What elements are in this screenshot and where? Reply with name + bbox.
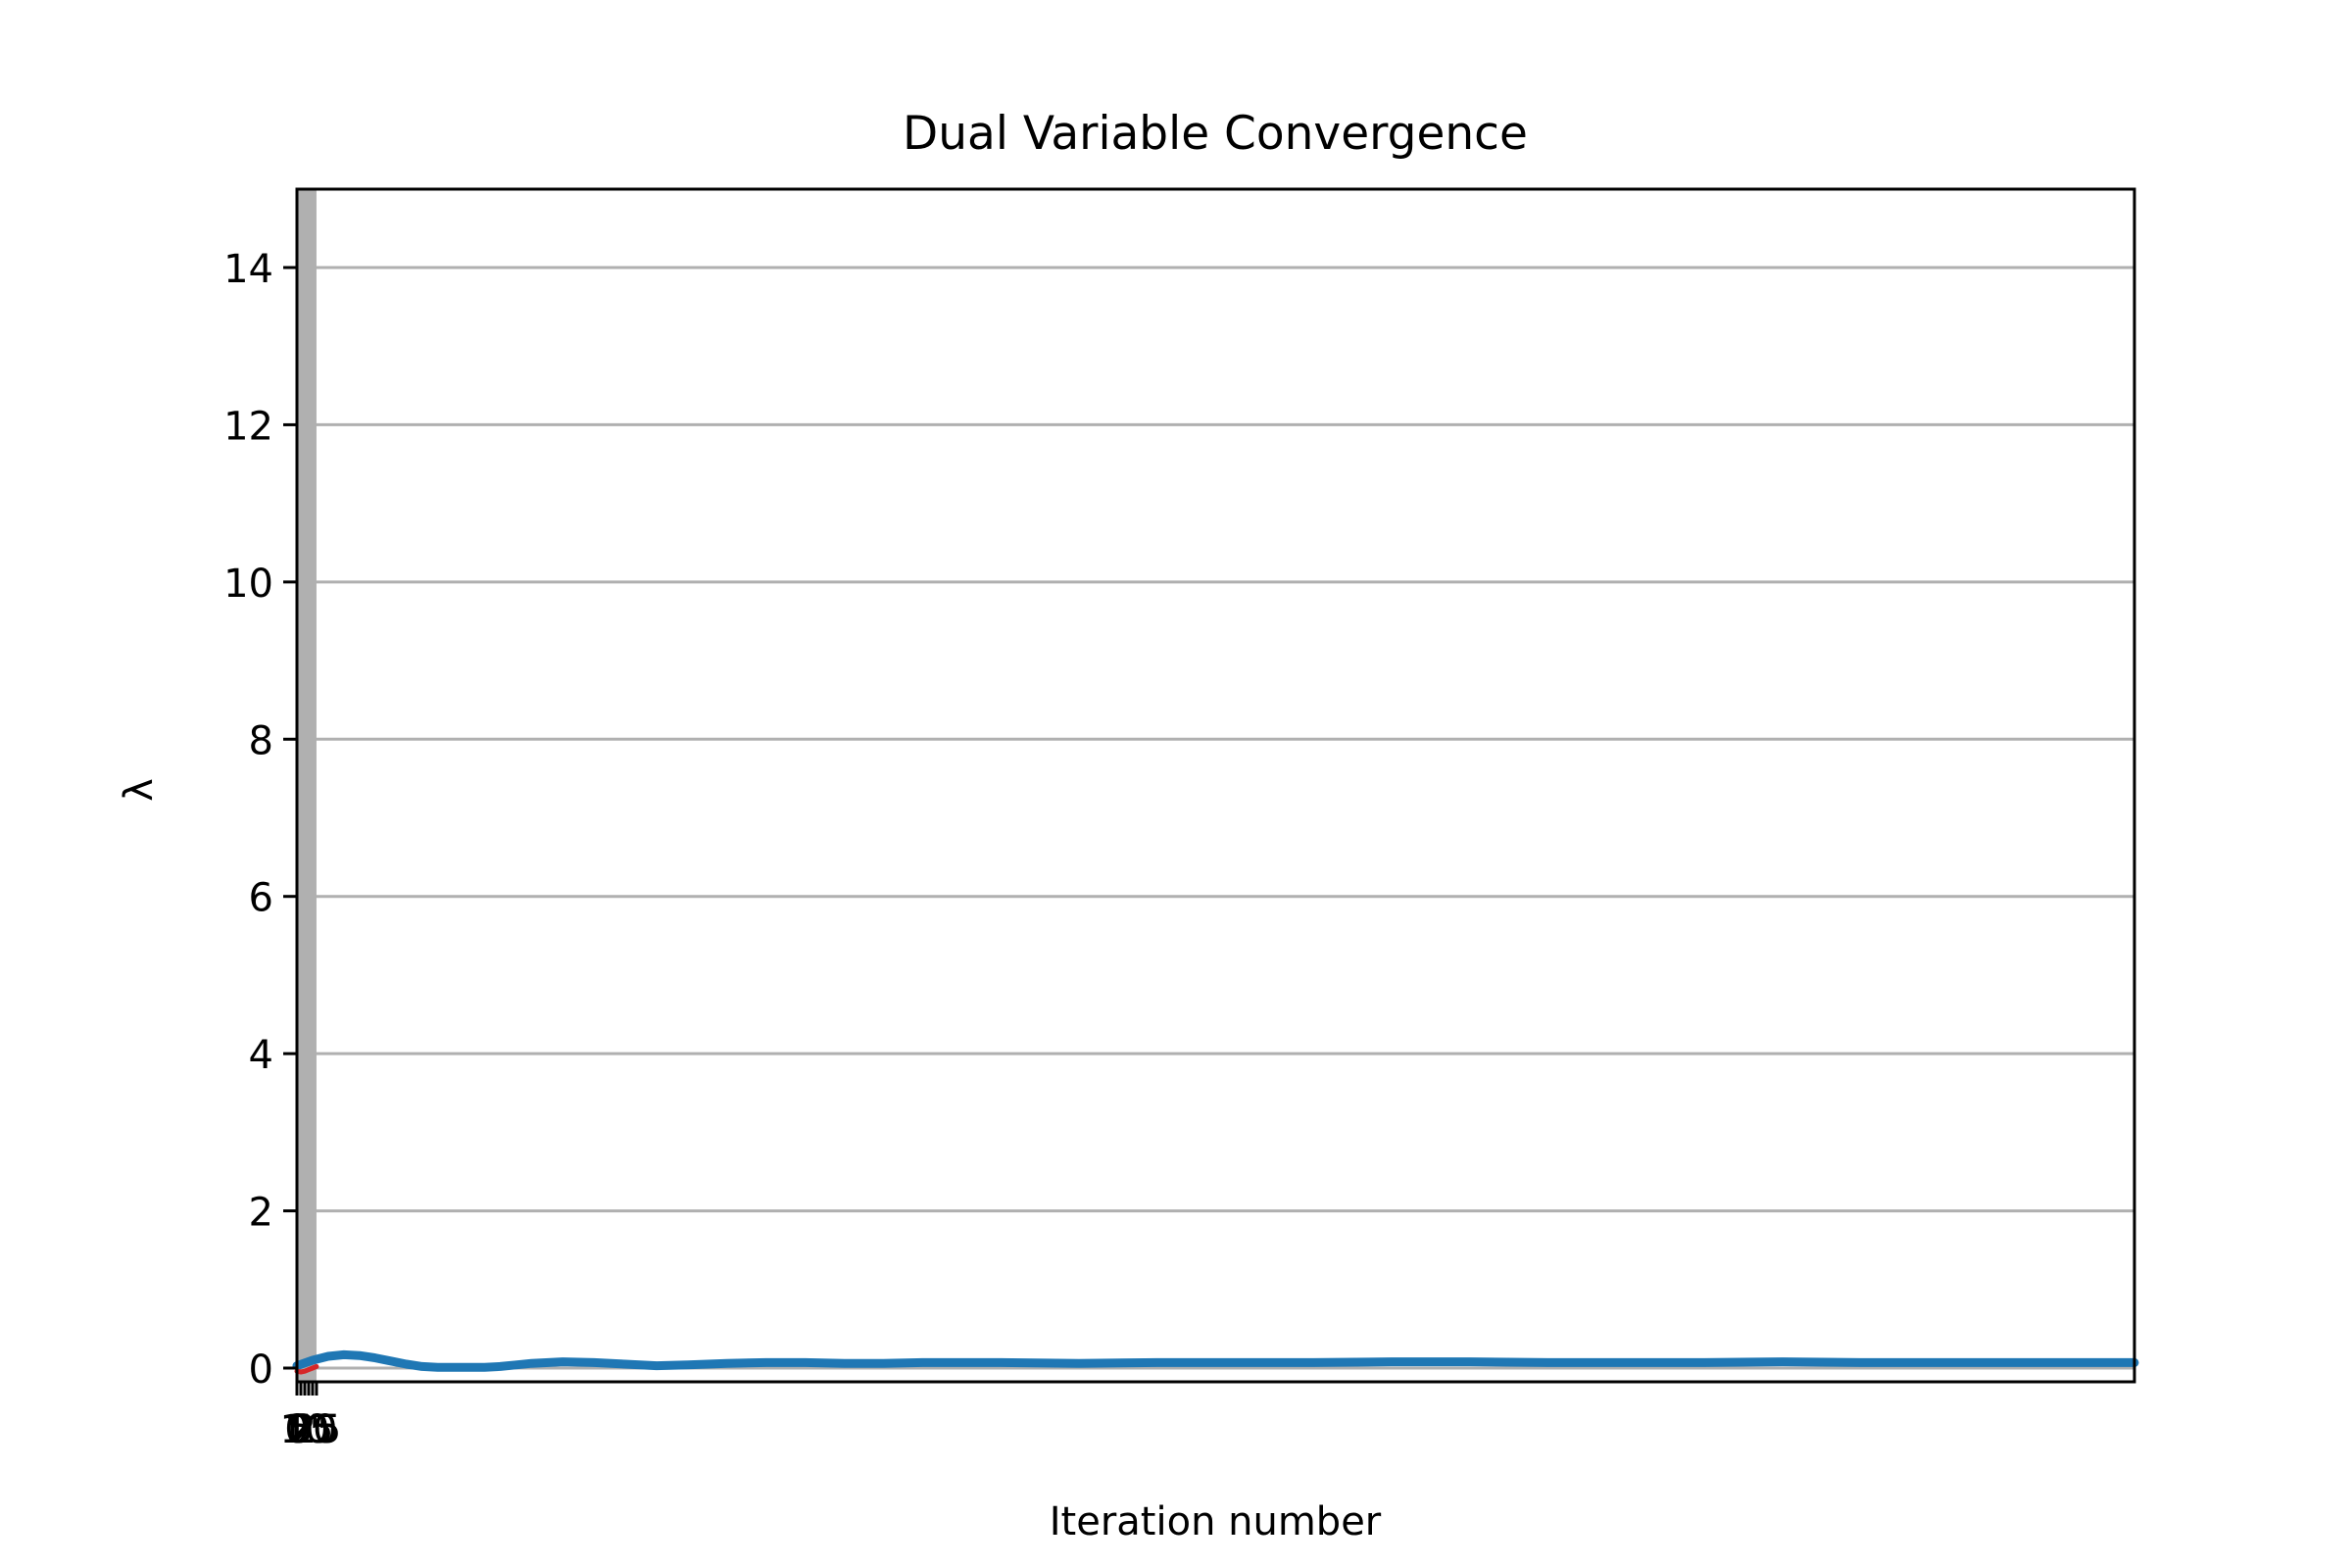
x-tick-label-0: 0 — [284, 1407, 309, 1452]
y-tick-label-14: 14 — [223, 247, 273, 292]
y-tick-label-2: 2 — [249, 1191, 273, 1236]
x-axis-label: Iteration number — [1050, 1499, 1382, 1544]
grid-lines — [297, 266, 2134, 1370]
series-line-1 — [294, 1363, 319, 1375]
plot-frame — [295, 187, 2136, 1384]
x-tick-label-15: 15 — [284, 1407, 334, 1452]
x-tick-label-20: 20 — [288, 1407, 338, 1452]
shaded-band — [297, 189, 317, 1382]
series-lines — [292, 1349, 2139, 1375]
y-axis-label: λ — [117, 778, 162, 802]
x-tick-label-10: 10 — [280, 1407, 330, 1452]
y-axis-ticks: 0 2 4 6 8 10 12 14 — [223, 247, 297, 1393]
y-tick-label-10: 10 — [223, 562, 273, 607]
shaded-region — [297, 189, 317, 1382]
x-tick-label-25: 25 — [291, 1407, 341, 1452]
y-tick-label-4: 4 — [249, 1033, 273, 1078]
x-tick-label-5: 5 — [288, 1407, 313, 1452]
y-tick-label-0: 0 — [249, 1348, 273, 1393]
y-tick-label-8: 8 — [249, 718, 273, 763]
chart-title: Dual Variable Convergence — [903, 107, 1528, 161]
series-line-0 — [292, 1349, 2139, 1372]
y-tick-label-6: 6 — [249, 876, 273, 921]
y-tick-label-12: 12 — [223, 404, 273, 449]
